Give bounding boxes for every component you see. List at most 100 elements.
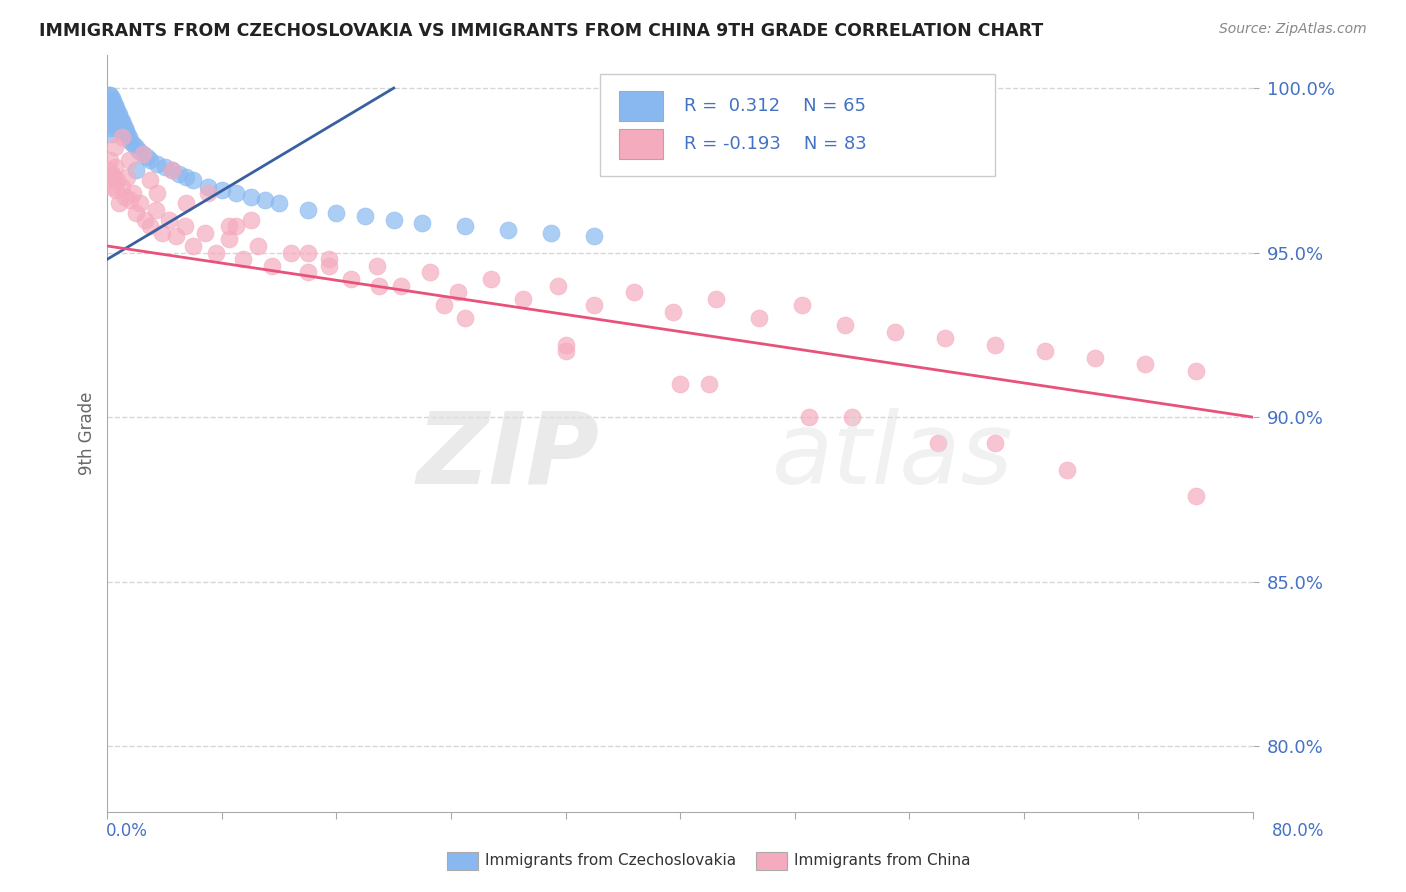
Point [669,377,692,392]
Point [225,219,247,234]
Point [125,140,148,154]
Point [269,196,291,211]
Point [107,173,129,187]
Point [748,311,770,326]
Point [97,97,120,112]
Point [134,212,156,227]
Point [100,91,122,105]
Point [117,169,139,184]
Point [167,167,190,181]
Point [101,94,124,108]
Point [110,111,132,125]
Point [1135,358,1157,372]
Point [297,265,319,279]
Point [104,101,127,115]
Point [325,206,347,220]
Point [97,163,120,178]
Point [173,219,195,234]
Point [218,232,240,246]
Point [146,157,169,171]
Point [1033,344,1056,359]
Point [100,127,122,141]
Point [125,163,148,178]
Point [103,160,125,174]
Point [114,120,136,135]
Point [111,114,134,128]
Point [136,150,159,164]
Point [447,285,470,299]
Point [111,130,134,145]
Point [139,173,162,187]
Point [389,278,412,293]
Point [125,206,148,220]
Point [107,114,129,128]
Point [100,101,122,115]
Text: Source: ZipAtlas.com: Source: ZipAtlas.com [1219,22,1367,37]
Point [454,219,477,234]
Point [554,337,576,351]
Point [108,107,131,121]
Text: IMMIGRANTS FROM CZECHOSLOVAKIA VS IMMIGRANTS FROM CHINA 9TH GRADE CORRELATION CH: IMMIGRANTS FROM CZECHOSLOVAKIA VS IMMIGR… [39,22,1043,40]
Point [157,212,180,227]
Point [1184,364,1206,378]
Point [98,153,121,168]
Point [100,117,122,131]
Point [340,272,363,286]
Point [297,202,319,217]
Point [704,292,727,306]
Point [1184,489,1206,503]
Point [165,229,187,244]
Point [108,117,131,131]
Point [239,212,262,227]
Point [232,252,254,267]
Point [146,186,169,201]
Point [297,245,319,260]
Point [114,189,136,203]
Point [547,278,569,293]
Point [479,272,502,286]
Point [104,183,127,197]
Text: ZIP: ZIP [418,408,600,505]
Point [103,117,125,131]
Point [112,117,135,131]
Point [98,120,121,135]
Point [118,153,141,168]
Point [623,285,645,299]
Point [225,186,247,201]
Point [174,196,197,211]
Point [98,97,121,112]
Point [122,136,145,151]
Point [927,436,949,450]
Point [540,226,562,240]
Point [260,259,283,273]
Point [205,245,228,260]
Text: R = -0.193    N = 83: R = -0.193 N = 83 [683,135,866,153]
Point [984,337,1007,351]
Point [984,436,1007,450]
Point [97,87,120,102]
Point [454,311,477,326]
Point [132,147,155,161]
Point [115,124,138,138]
Point [104,120,127,135]
Point [129,196,152,211]
Point [181,239,204,253]
Point [101,114,124,128]
Point [97,114,120,128]
Y-axis label: 9th Grade: 9th Grade [79,392,96,475]
Point [97,104,120,119]
Point [1056,463,1078,477]
Point [280,245,302,260]
Point [246,239,269,253]
Text: atlas: atlas [772,408,1014,505]
Point [100,107,122,121]
Point [145,202,167,217]
Point [354,210,377,224]
Point [433,298,456,312]
Point [98,87,121,102]
Point [419,265,441,279]
Point [108,196,131,211]
Point [498,222,520,236]
FancyBboxPatch shape [600,74,995,177]
Point [197,186,219,201]
